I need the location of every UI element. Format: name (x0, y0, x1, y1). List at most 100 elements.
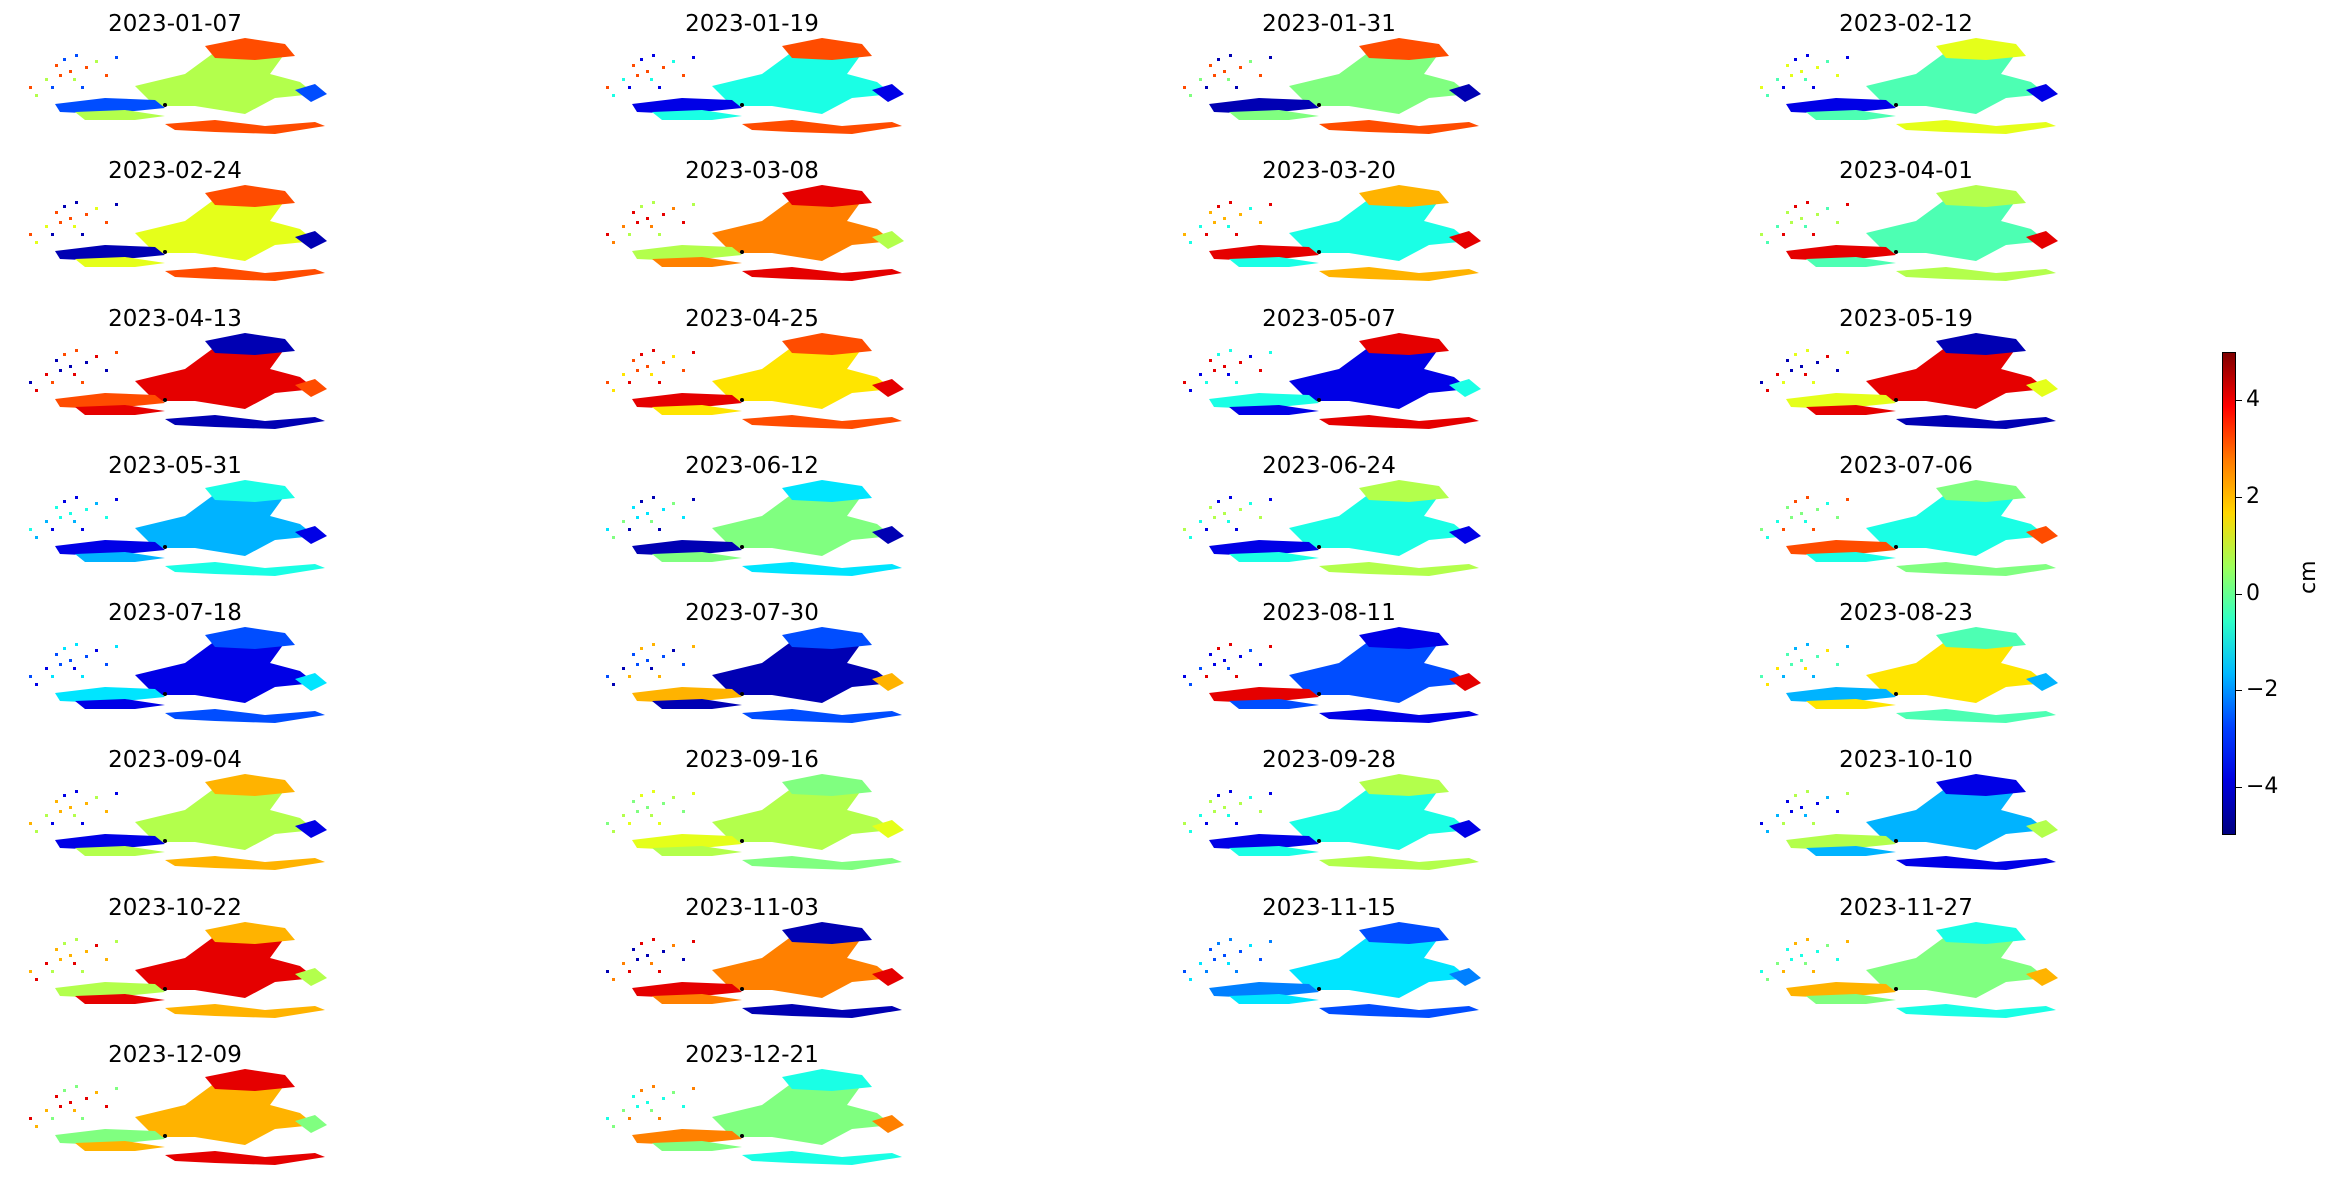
deformation-pixel (1229, 790, 1232, 793)
deformation-pixel (658, 381, 661, 384)
deformation-pixel (1209, 653, 1212, 656)
deformation-pixel (628, 86, 631, 89)
deformation-pixel (640, 1089, 643, 1092)
deformation-pixel (1806, 349, 1809, 352)
deformation-region (742, 1151, 902, 1165)
deformation-pixel (1836, 221, 1839, 224)
deformation-pixel (1269, 792, 1272, 795)
deformation-region (1936, 480, 2026, 502)
deformation-pixel (1812, 528, 1815, 531)
deformation-pixel (59, 74, 62, 77)
deformation-map (606, 333, 904, 429)
deformation-region (1359, 38, 1449, 60)
deformation-region (872, 968, 904, 986)
deformation-pixel (622, 814, 625, 817)
deformation-pixel (612, 978, 615, 981)
deformation-pixel (1213, 958, 1216, 961)
deformation-pixel (1804, 667, 1807, 670)
deformation-pixel (73, 78, 76, 81)
deformation-region (652, 1141, 742, 1151)
deformation-region (1449, 673, 1481, 691)
map-panel: 2023-01-07 (15, 10, 335, 152)
deformation-pixel (1812, 86, 1815, 89)
deformation-pixel (650, 667, 653, 670)
deformation-pixel (612, 1125, 615, 1128)
deformation-pixel (1269, 498, 1272, 501)
deformation-region (75, 110, 165, 120)
deformation-pixel (1199, 667, 1202, 670)
deformation-pixel (69, 365, 72, 368)
deformation-pixel (1249, 207, 1252, 210)
deformation-pixel (1804, 78, 1807, 81)
deformation-region (1289, 46, 1469, 114)
deformation-pixel (606, 233, 609, 236)
deformation-pixel (692, 792, 695, 795)
deformation-pixel (1239, 66, 1242, 69)
deformation-pixel (650, 225, 653, 228)
deformation-pixel (1812, 822, 1815, 825)
deformation-pixel (1249, 944, 1252, 947)
deformation-map (1760, 480, 2058, 576)
reference-point-marker (1317, 545, 1321, 549)
deformation-pixel (1782, 822, 1785, 825)
deformation-pixel (692, 351, 695, 354)
panel-date-title: 2023-05-31 (108, 453, 242, 479)
deformation-pixel (1239, 950, 1242, 953)
deformation-pixel (45, 814, 48, 817)
deformation-pixel (636, 958, 639, 961)
deformation-pixel (1826, 207, 1829, 210)
deformation-pixel (622, 78, 625, 81)
deformation-region (1936, 627, 2026, 649)
map-panel: 2023-11-15 (1169, 894, 1489, 1036)
deformation-region (632, 687, 742, 703)
deformation-pixel (51, 1117, 54, 1120)
deformation-region (205, 922, 295, 944)
deformation-pixel (1223, 217, 1226, 220)
deformation-pixel (692, 498, 695, 501)
deformation-pixel (632, 653, 635, 656)
deformation-region (205, 185, 295, 207)
deformation-pixel (1786, 359, 1789, 362)
deformation-pixel (1223, 512, 1226, 515)
deformation-pixel (1812, 970, 1815, 973)
deformation-pixel (73, 814, 76, 817)
deformation-pixel (692, 645, 695, 648)
reference-point-marker (1317, 103, 1321, 107)
deformation-pixel (1217, 205, 1220, 208)
deformation-pixel (612, 830, 615, 833)
deformation-pixel (1766, 683, 1769, 686)
deformation-pixel (636, 810, 639, 813)
deformation-pixel (1846, 498, 1849, 501)
deformation-pixel (1269, 940, 1272, 943)
deformation-pixel (69, 954, 72, 957)
deformation-pixel (69, 659, 72, 662)
deformation-map (29, 1069, 327, 1165)
deformation-pixel (662, 361, 665, 364)
deformation-pixel (662, 508, 665, 511)
deformation-map (29, 185, 327, 281)
map-panel: 2023-11-03 (592, 894, 912, 1036)
deformation-pixel (1235, 86, 1238, 89)
deformation-pixel (45, 667, 48, 670)
deformation-pixel (63, 1089, 66, 1092)
deformation-pixel (81, 528, 84, 531)
deformation-pixel (652, 643, 655, 646)
deformation-map (1183, 333, 1481, 429)
deformation-pixel (1826, 944, 1829, 947)
deformation-pixel (682, 958, 685, 961)
deformation-region (652, 257, 742, 267)
deformation-pixel (1760, 86, 1763, 89)
deformation-pixel (105, 810, 108, 813)
deformation-pixel (622, 225, 625, 228)
deformation-pixel (1794, 500, 1797, 503)
deformation-pixel (1760, 970, 1763, 973)
map-panel: 2023-03-20 (1169, 157, 1489, 299)
deformation-pixel (1189, 94, 1192, 97)
deformation-pixel (1800, 659, 1803, 662)
deformation-region (1359, 922, 1449, 944)
deformation-pixel (1229, 938, 1232, 941)
deformation-region (1786, 982, 1896, 998)
colorbar-tick (2236, 787, 2242, 788)
deformation-pixel (646, 365, 649, 368)
panel-date-title: 2023-08-11 (1262, 600, 1396, 626)
